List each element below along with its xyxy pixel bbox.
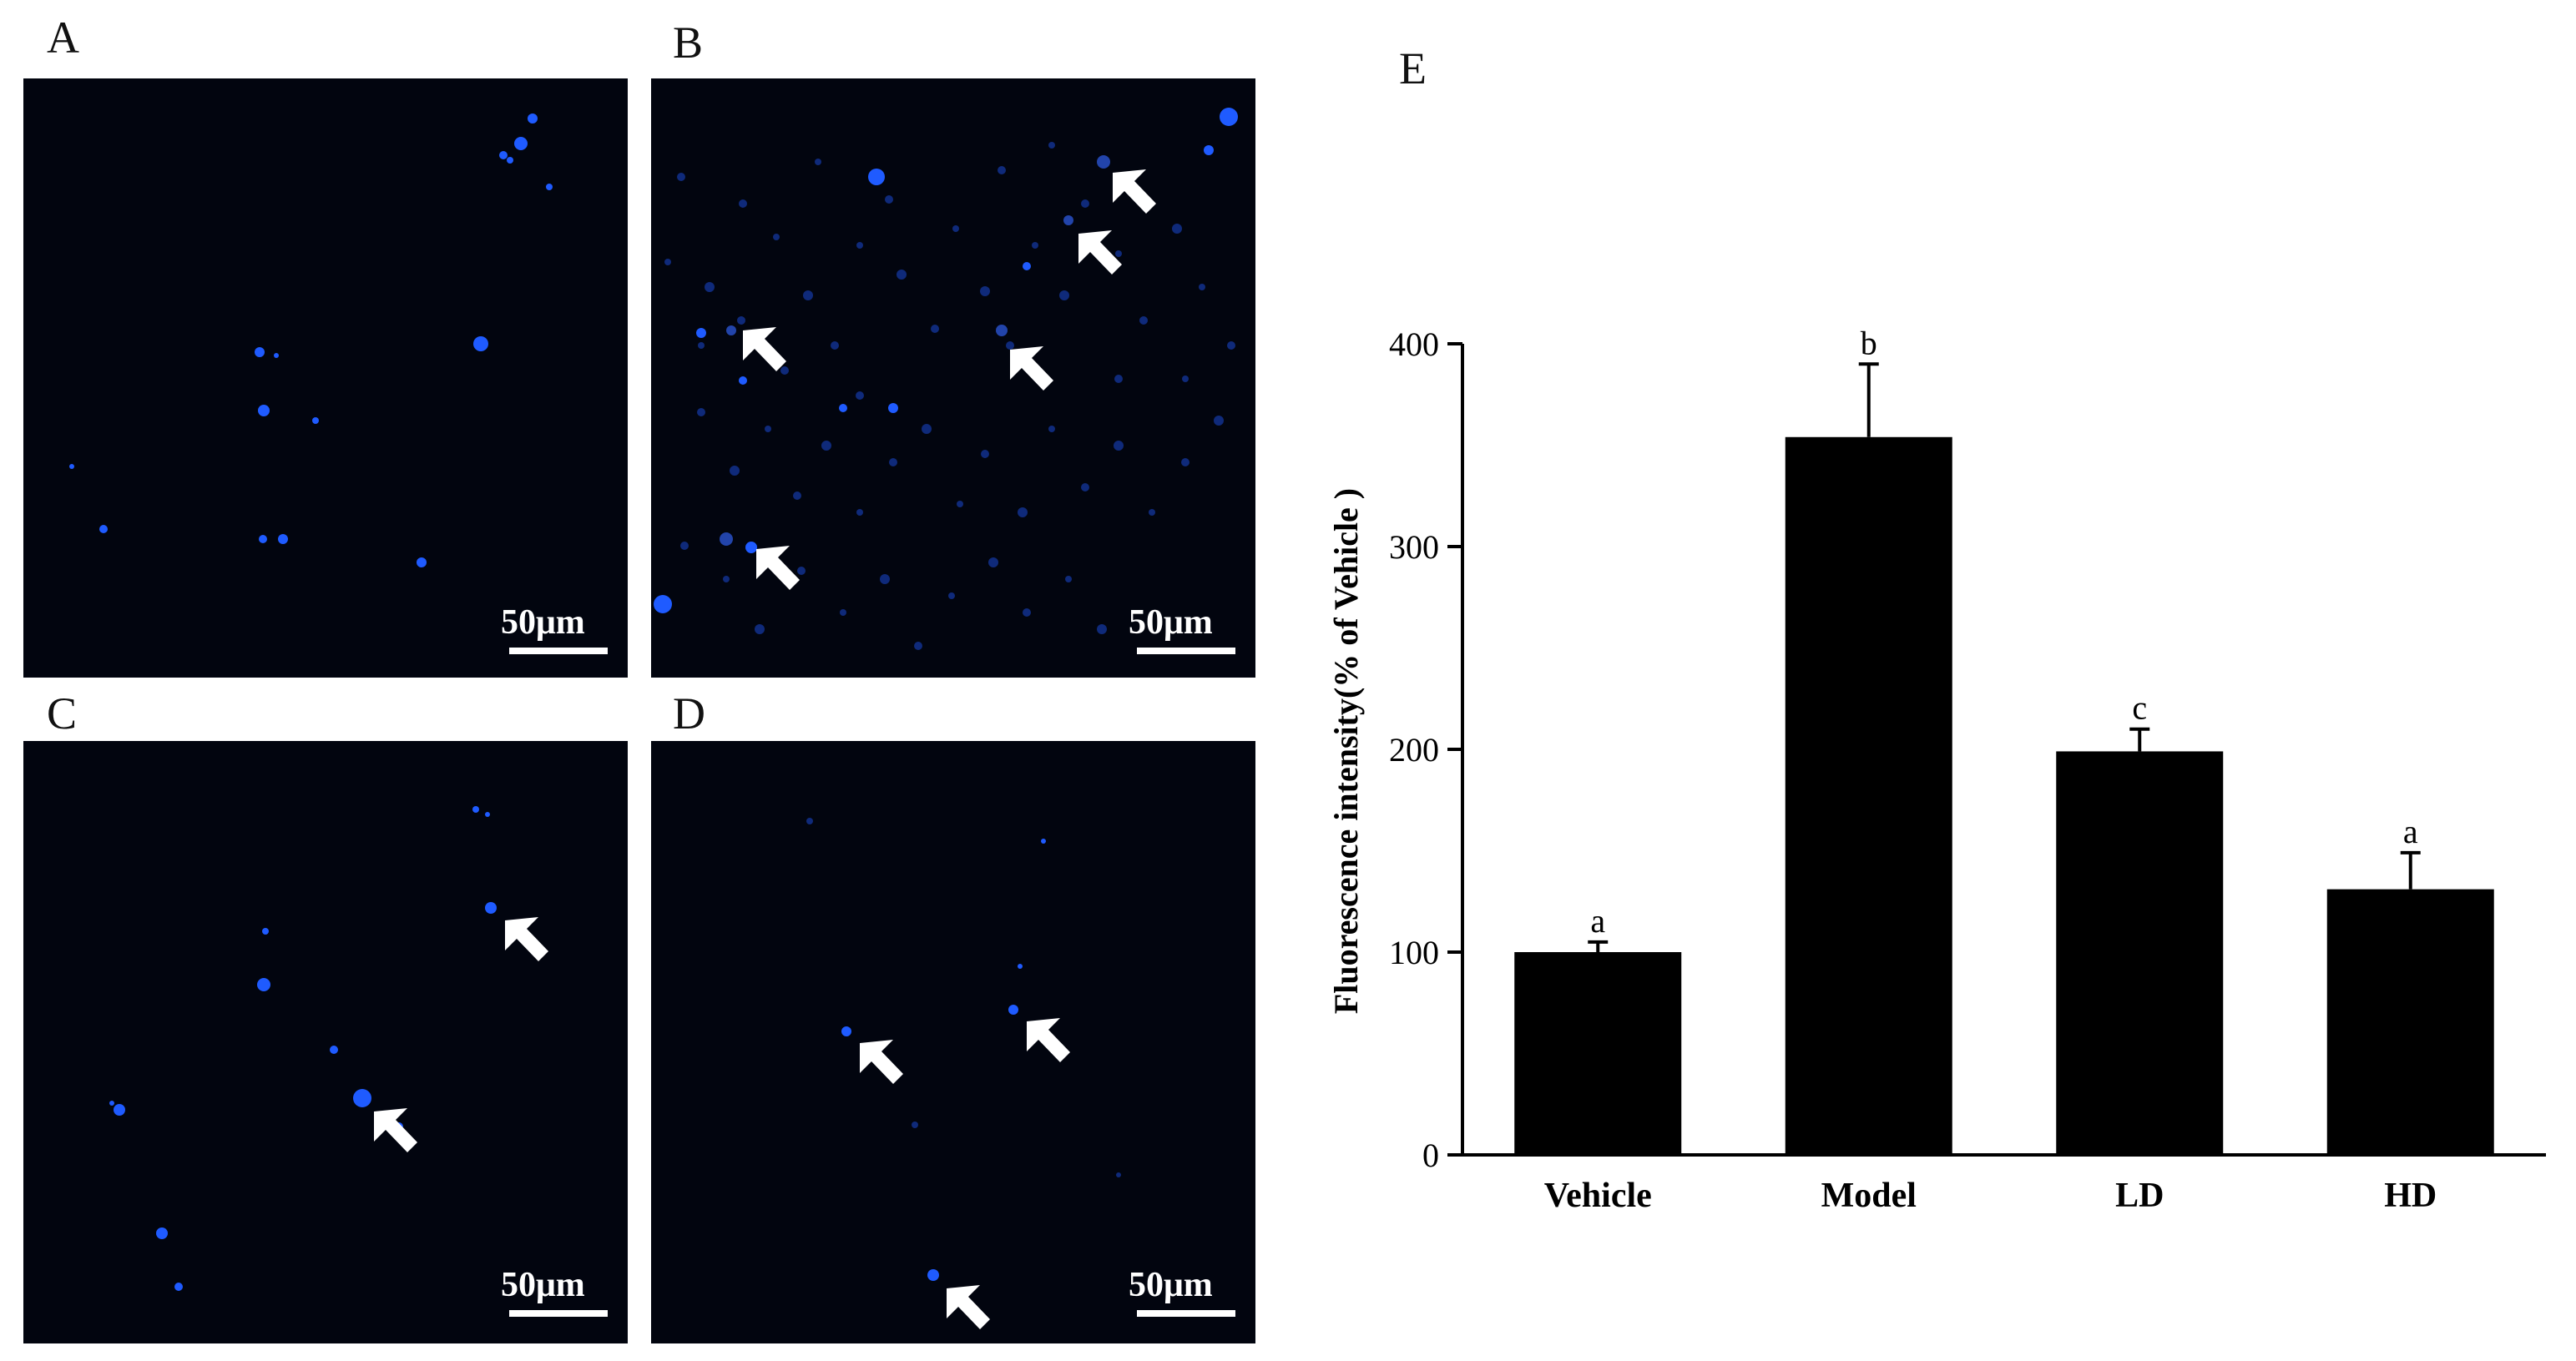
panel-letter-e: E — [1399, 43, 1427, 93]
x-tick-label: LD — [2115, 1177, 2164, 1215]
micrograph-a: 50μm — [23, 78, 628, 678]
scale-bar-a — [509, 648, 608, 654]
arrow-markers-c — [374, 917, 548, 1152]
y-tick-label: 300 — [1389, 528, 1439, 566]
micrograph-a-cells — [69, 113, 553, 567]
panel-letter-a: A — [47, 13, 79, 63]
bars: a Vehicle b Model c LD a HD — [1514, 324, 2494, 1215]
significance-label: b — [1861, 324, 1877, 361]
y-tick-label: 400 — [1389, 325, 1439, 363]
scale-bar-label-a: 50μm — [501, 603, 585, 642]
bar-ld — [2056, 751, 2224, 1155]
y-tick-label: 200 — [1389, 731, 1439, 769]
significance-label: a — [1590, 902, 1605, 940]
bar-vehicle — [1514, 952, 1682, 1155]
arrow-markers-d — [860, 1018, 1070, 1329]
panel-letter-d: D — [673, 688, 705, 738]
x-tick-label: HD — [2384, 1177, 2437, 1215]
micrograph-c: 50μm — [23, 741, 628, 1343]
micrograph-d: 50μm — [651, 741, 1255, 1343]
significance-label: a — [2403, 813, 2418, 850]
micrograph-b: 50μm — [651, 78, 1255, 678]
axes — [1461, 344, 2546, 1157]
micrograph-c-cells — [109, 806, 548, 1291]
y-tick-label: 100 — [1389, 934, 1439, 971]
x-tick-label: Vehicle — [1544, 1177, 1652, 1215]
micrograph-b-cells — [654, 108, 1238, 650]
y-axis-label: Fluorescence intensity(% of Vehicle ) — [1327, 488, 1365, 1014]
panel-letter-b: B — [673, 18, 704, 68]
significance-label: c — [2132, 689, 2147, 727]
scale-bar-label-c: 50μm — [501, 1266, 585, 1304]
bar-hd — [2326, 889, 2494, 1155]
scale-bar-label-b: 50μm — [1129, 603, 1213, 642]
scale-bar-label-d: 50μm — [1129, 1266, 1213, 1304]
panel-letter-c: C — [47, 688, 78, 738]
scale-bar-c — [509, 1310, 608, 1317]
y-tick-label: 0 — [1422, 1137, 1439, 1174]
micrograph-d-cells — [806, 818, 1121, 1329]
scale-bar-d — [1137, 1310, 1235, 1317]
bar-model — [1785, 436, 1952, 1155]
x-tick-label: Model — [1821, 1177, 1917, 1215]
y-axis-ticks: 0 100 200 300 400 — [1389, 325, 1462, 1174]
arrow-markers-b — [743, 169, 1156, 590]
scale-bar-b — [1137, 648, 1235, 654]
